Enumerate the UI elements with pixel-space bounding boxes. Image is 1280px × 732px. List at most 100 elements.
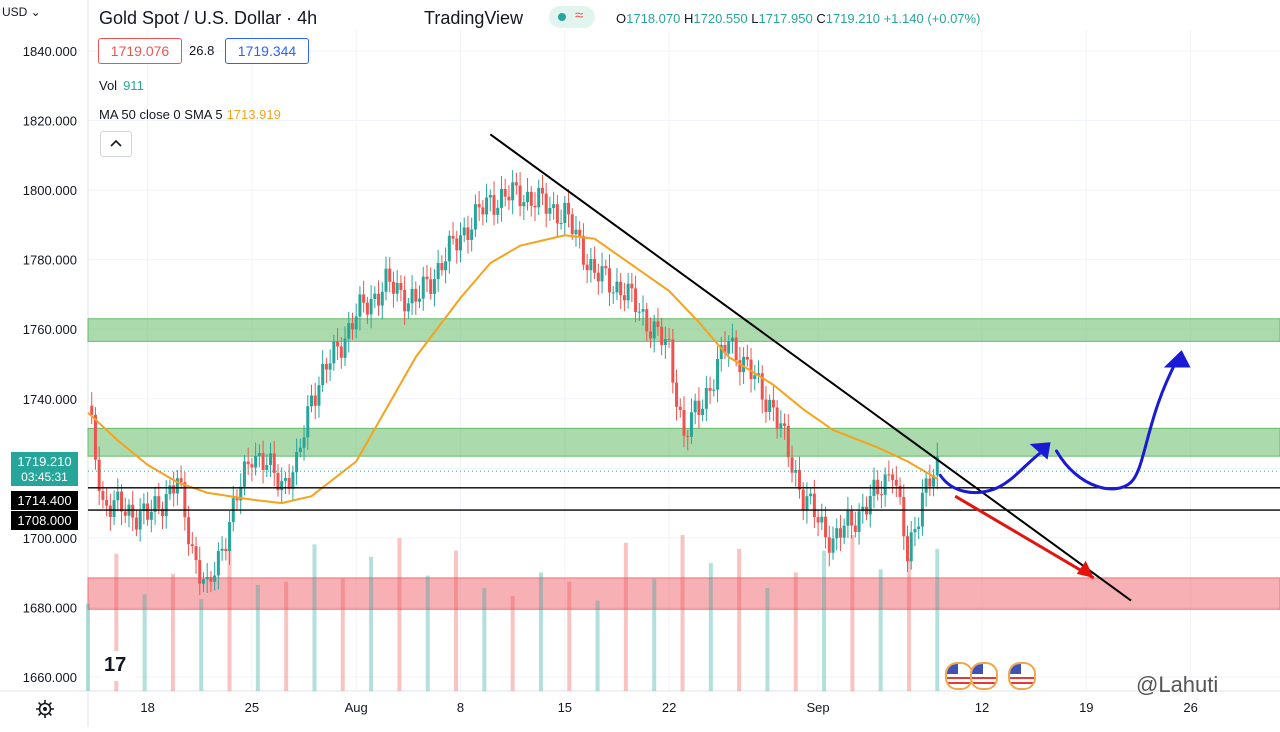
candle-body [909,532,913,562]
bullish-arrowhead-1 [1029,442,1051,460]
us-flag-icon[interactable] [1008,662,1036,690]
last-price-value: 1719.210 [17,454,72,469]
candle-body [336,341,340,347]
candle-body [492,195,496,215]
candle-body [749,359,753,380]
settings-icon[interactable] [35,699,55,724]
candle-body [932,475,936,487]
candle-body [838,528,842,538]
collapse-legend-button[interactable] [100,131,132,157]
candle-body [742,356,746,373]
buy-button[interactable]: 1719.344 [225,38,309,64]
us-flag-icon[interactable] [945,662,973,690]
candle-body [306,406,310,438]
candle-body [596,272,600,282]
candle-body [462,227,466,236]
candle-body [712,389,716,391]
bearish-arrow [954,494,1095,580]
candle-body [101,491,105,500]
us-flag-icon[interactable] [970,662,998,690]
candle-body [295,452,299,473]
candle-body [671,339,675,383]
y-tick-label: 1700.000 [23,531,77,546]
candle-body [589,258,593,271]
candle-body [332,341,336,364]
candle-body [894,479,898,486]
y-tick-label: 1800.000 [23,183,77,198]
candle-body [447,235,451,262]
candle-body [876,479,880,495]
candle-body [555,204,559,224]
candle-body [239,486,243,501]
last-price-tag: 1719.210 03:45:31 [11,452,78,486]
candle-body [246,461,250,465]
candle-body [403,290,407,312]
candle-body [660,326,664,345]
market-status-pill[interactable]: ≈ [549,6,595,28]
candle-body [529,191,533,206]
candle-body [604,266,608,269]
candle-body [570,214,574,235]
candle-body [827,537,831,553]
chevron-up-icon [110,139,122,147]
candle-body [276,472,280,491]
volume-bar [255,584,260,691]
candle-body [470,229,474,240]
candle-body [771,399,775,408]
candle-body [399,283,403,291]
candle-body [861,506,865,512]
hline-tag-1: 1714.400 [11,491,78,510]
volume-bar [510,595,515,691]
candle-body [440,262,444,271]
candle-body [466,227,470,240]
candle-body [716,358,720,390]
candle-body [172,485,176,494]
candle-body [105,499,109,506]
candle-body [719,344,723,359]
candle-body [745,356,749,360]
candle-body [708,387,712,391]
volume-bar [680,535,685,691]
currency-selector[interactable]: USD ⌄ [2,5,41,19]
candle-body [686,435,690,437]
sell-button[interactable]: 1719.076 [98,38,182,64]
candle-body [656,321,660,327]
candle-body [362,294,366,303]
candle-body [347,323,351,339]
y-tick-label: 1840.000 [23,44,77,59]
candle-body [395,283,399,294]
ma-legend[interactable]: MA 50 close 0 SMA 5 1713.919 [99,107,281,122]
candle-body [850,510,854,526]
candle-body [913,529,917,533]
candle-body [682,409,686,436]
candle-body [935,456,939,476]
volume-bar [170,574,175,691]
volume-bar [482,588,487,691]
author-watermark: @Lahuti [1136,672,1219,697]
candle-body [645,309,649,332]
candle-body [224,548,228,552]
tradingview-logo-icon[interactable]: 17 [100,651,136,681]
candle-body [153,496,157,512]
ma-label: MA 50 close 0 SMA 5 [99,107,223,122]
y-tick-label: 1660.000 [23,670,77,685]
volume-bar [312,544,317,691]
volume-bar [538,572,543,691]
candle-body [593,258,597,273]
candle-body [485,197,489,215]
candle-body [168,485,172,495]
candle-body [578,229,582,236]
candle-body [287,478,291,489]
candle-body [220,548,224,551]
volume-legend[interactable]: Vol 911 [99,78,144,93]
x-tick-label: 19 [1079,700,1093,715]
ma-line [87,234,938,505]
candle-body [522,202,526,207]
candle-body [503,189,507,197]
candle-body [350,323,354,330]
symbol-title[interactable]: Gold Spot / U.S. Dollar · 4h [99,8,318,28]
volume-bar [369,556,374,691]
candle-body [481,207,485,215]
